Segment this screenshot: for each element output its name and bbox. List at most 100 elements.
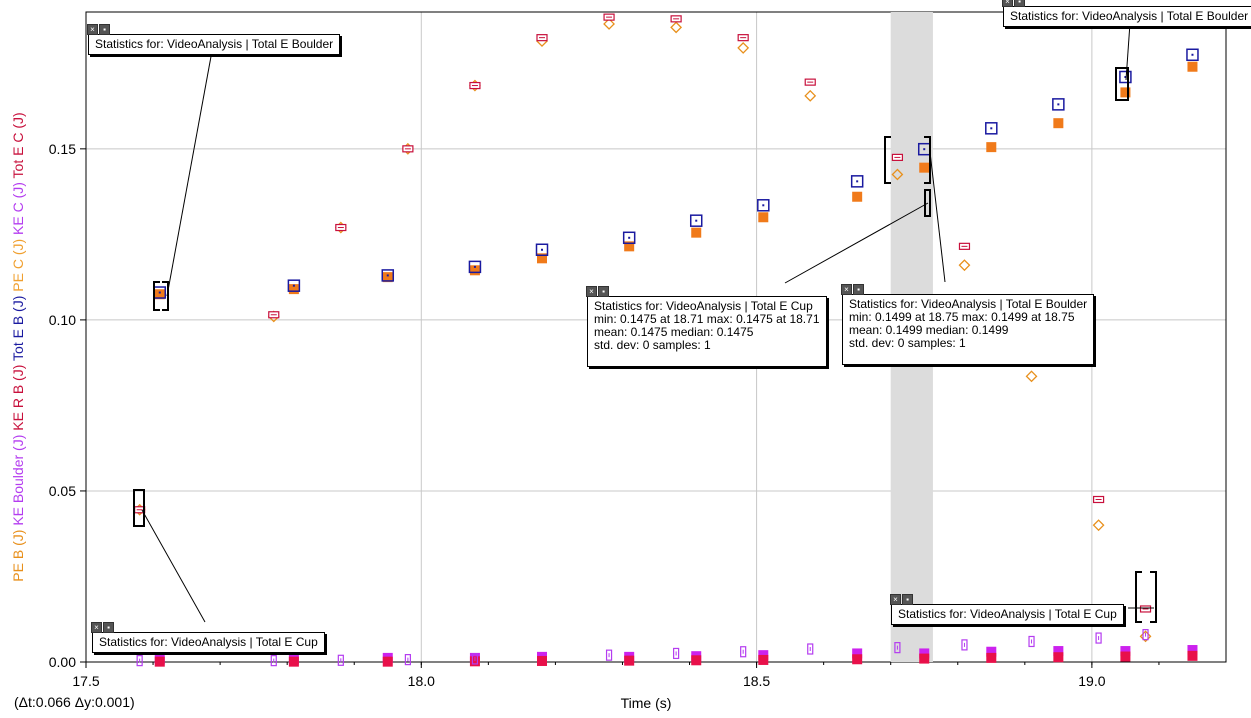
- close-icon[interactable]: ×: [841, 284, 852, 295]
- statistics-box[interactable]: × ▪ Statistics for: VideoAnalysis | Total …: [91, 622, 325, 653]
- statistics-box-title: Statistics for: VideoAnalysis | Total E …: [849, 297, 1088, 311]
- point-ke_r_b: [986, 652, 997, 663]
- close-icon[interactable]: ×: [890, 594, 901, 605]
- point-tot_e_b: [1119, 70, 1132, 84]
- data-points: [133, 13, 1199, 667]
- point-tot_e_b-dot: [386, 274, 389, 277]
- point-tot_e_b-box: [468, 260, 482, 274]
- collapse-icon[interactable]: ▪: [103, 622, 114, 633]
- point-tot_e_b: [381, 269, 395, 282]
- point-tot_e_b-box: [1052, 98, 1065, 111]
- point-tot_e_b-box: [1186, 48, 1199, 62]
- point-ke_r_b: [758, 654, 769, 665]
- point-ke_c-box: [961, 639, 968, 651]
- collapse-icon[interactable]: ▪: [902, 594, 913, 605]
- point-pe_b: [691, 227, 702, 238]
- x-tick-label: 18.5: [743, 673, 770, 689]
- point-ke_r_b: [691, 655, 702, 666]
- point-ke_c: [673, 647, 680, 660]
- point-tot_e_b: [622, 231, 636, 245]
- point-tot_e_b: [850, 175, 864, 188]
- point-tot_e_b-dot: [695, 219, 698, 222]
- point-ke_c: [807, 643, 814, 655]
- point-pe_c: [804, 89, 817, 102]
- series-pe_b: [154, 61, 1198, 300]
- annotation-bracket-right: [138, 489, 145, 527]
- annotation-bracket-left: [1115, 67, 1122, 101]
- close-icon[interactable]: ×: [1002, 0, 1013, 7]
- point-ke_c-box: [1028, 635, 1035, 648]
- point-ke_c-box: [1142, 629, 1149, 641]
- close-icon[interactable]: ×: [91, 622, 102, 633]
- annotation-bracket-left: [153, 281, 160, 311]
- x-axis-label: Time (s): [621, 695, 672, 711]
- statistics-box-line: mean: 0.1499 median: 0.1499: [849, 323, 1009, 337]
- point-tot_e_c: [737, 34, 749, 42]
- point-tot_e_c: [891, 153, 904, 161]
- statistics-box-title: Statistics for: VideoAnalysis | Total E …: [594, 299, 813, 313]
- close-icon[interactable]: ×: [87, 24, 98, 35]
- y-tick-label: 0.05: [49, 483, 76, 499]
- point-ke_boulder: [1187, 645, 1198, 656]
- statistics-box-line: mean: 0.1475 median: 0.1475: [594, 325, 754, 339]
- point-pe_b: [624, 241, 635, 252]
- annotation-leader-line: [929, 151, 946, 283]
- point-ke_boulder: [919, 648, 930, 659]
- point-pe_c: [603, 18, 615, 30]
- annotation-bracket-right: [1122, 67, 1129, 101]
- point-ke_boulder: [986, 646, 997, 657]
- point-tot_e_b: [757, 199, 770, 212]
- annotation-bracket-left: [884, 136, 891, 184]
- y-axis-label-part: PE B (J): [10, 530, 26, 582]
- collapse-icon[interactable]: ▪: [853, 284, 864, 295]
- statistics-box[interactable]: × ▪ Statistics for: VideoAnalysis | Total …: [890, 594, 1124, 625]
- x-tick-label: 17.5: [72, 673, 99, 689]
- point-ke_c-box: [894, 642, 901, 654]
- statistics-box[interactable]: × ▪ Statistics for: VideoAnalysis | Total …: [586, 286, 827, 367]
- point-tot_e_b-dot: [628, 236, 631, 239]
- x-tick-label: 18.0: [408, 673, 435, 689]
- statistics-box[interactable]: × ▪ Statistics for: VideoAnalysis | Total …: [841, 284, 1095, 365]
- close-icon[interactable]: ×: [586, 286, 597, 297]
- point-tot_e_c: [469, 81, 481, 90]
- annotation-bracket-right: [162, 281, 169, 311]
- point-ke_r_b: [382, 656, 393, 667]
- statistics-box[interactable]: × ▪ Statistics for: VideoAnalysis | Total …: [87, 24, 341, 55]
- point-tot_e_b-box: [689, 214, 703, 227]
- annotation-leader-line: [1125, 22, 1131, 81]
- point-tot_e_b-box: [381, 269, 395, 282]
- point-ke_c: [404, 654, 411, 666]
- point-pe_c: [1139, 630, 1152, 643]
- point-tot_e_b-dot: [158, 291, 161, 294]
- y-axis-label-text: PE B (J) KE Boulder (J) KE R B (J) Tot E…: [10, 112, 26, 581]
- point-tot_e_c: [1139, 605, 1152, 613]
- collapse-icon[interactable]: ▪: [1014, 0, 1025, 7]
- point-ke_c: [136, 655, 143, 667]
- point-ke_r_b: [852, 654, 863, 665]
- point-tot_e_c: [804, 78, 816, 86]
- point-tot_e_b-box: [850, 175, 864, 188]
- y-tick-label: 0.00: [49, 654, 76, 670]
- point-ke_c: [1142, 629, 1149, 641]
- annotation-leader-line: [166, 50, 213, 297]
- statistics-box-controls: × ▪: [91, 622, 114, 633]
- y-axis-label-part: Tot E B (J): [10, 296, 26, 365]
- point-pe_b: [919, 162, 930, 173]
- point-ke_c-box: [673, 647, 680, 660]
- statistics-box-controls: × ▪: [841, 284, 864, 295]
- point-tot_e_b-box: [535, 243, 549, 257]
- point-ke_c-box: [807, 643, 814, 655]
- point-pe_c: [1092, 519, 1105, 532]
- point-ke_r_b: [288, 656, 299, 667]
- y-axis-label-part: KE Boulder (J): [10, 435, 26, 530]
- point-ke_c: [1095, 632, 1102, 644]
- point-pe_b: [154, 289, 165, 300]
- point-pe_b: [537, 253, 547, 264]
- collapse-icon[interactable]: ▪: [99, 24, 110, 35]
- collapse-icon[interactable]: ▪: [598, 286, 609, 297]
- point-ke_c-box: [136, 655, 143, 667]
- point-tot_e_c: [1092, 495, 1105, 504]
- point-ke_c-box: [471, 653, 479, 665]
- point-tot_e_c: [670, 15, 682, 23]
- statistics-box[interactable]: × ▪ Statistics for: VideoAnalysis | Total …: [1002, 0, 1251, 27]
